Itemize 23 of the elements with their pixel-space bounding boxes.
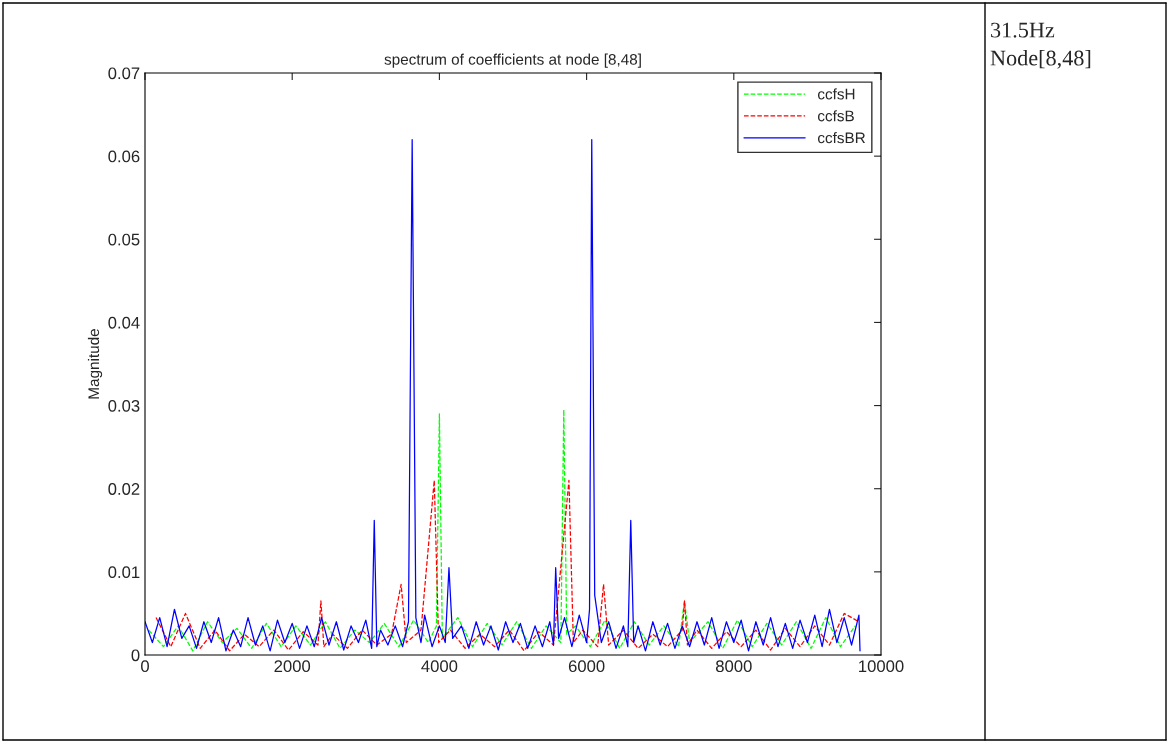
text: 31.5Hz — [991, 22, 1055, 38]
y-tick-label: 0.06 — [108, 150, 140, 163]
line-series — [148, 409, 856, 652]
chart-title: spectrum of coefficients at node [8,48] — [384, 53, 641, 68]
x-tick-label: 2000 — [274, 660, 311, 673]
x-tick-label: 8000 — [715, 660, 752, 673]
legend-label: ccfsBR — [817, 132, 866, 144]
y-tick-label: 0.03 — [108, 399, 140, 412]
y-tick-label: 0.01 — [108, 566, 140, 579]
x-tick-label: 4000 — [421, 660, 458, 673]
y-tick-label: 0.07 — [108, 67, 140, 80]
x-tick-label: 10000 — [859, 660, 904, 673]
y-tick-label: 0.05 — [108, 233, 140, 246]
text: Node[8,48] — [990, 49, 1091, 69]
x-tick-label: 6000 — [568, 660, 605, 673]
legend-label: ccfsH — [817, 88, 855, 100]
line-series — [155, 479, 860, 652]
x-tick-label: 0 — [141, 660, 149, 673]
y-tick-label: 0.04 — [108, 316, 140, 329]
y-tick-label: 0 — [131, 649, 140, 662]
legend-label: ccfsB — [817, 110, 854, 122]
y-tick-label: 0.02 — [108, 483, 140, 495]
y-axis-title: Magnitude — [87, 329, 103, 399]
